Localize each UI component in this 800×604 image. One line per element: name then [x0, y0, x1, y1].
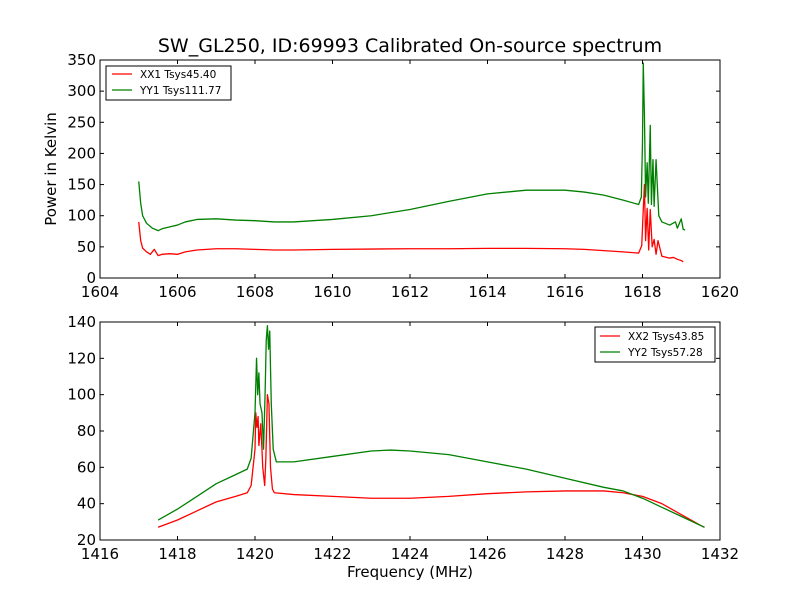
legend-label-yy1: YY1 Tsys111.77	[139, 85, 221, 97]
bottom-x-tick-label: 1426	[468, 545, 506, 563]
top-y-axis-label: Power in Kelvin	[42, 112, 60, 226]
bottom-y-tick-label: 120	[67, 349, 96, 367]
top-legend-box	[105, 65, 232, 101]
bottom-legend: XX2 Tsys43.85 YY2 Tsys57.28	[594, 326, 716, 363]
top-y-tick-label: 250	[67, 113, 96, 131]
top-x-tick-label: 1606	[158, 283, 196, 301]
bottom-plot-frame	[99, 321, 721, 541]
top-plot-ticks: 1604 1606 1608 1610 1612 1614 1616 1618 1620 0 50 1…	[67, 51, 739, 301]
top-y-tick-label: 50	[77, 238, 96, 256]
top-x-tick-label: 1614	[468, 283, 506, 301]
bottom-x-tick-label: 1432	[701, 545, 739, 563]
series-line-xx2	[157, 394, 705, 528]
bottom-y-tick-label: 20	[77, 531, 96, 549]
top-x-tick-label: 1608	[236, 283, 274, 301]
legend-label-xx1: XX1 Tsys45.40	[140, 69, 216, 81]
top-x-tick-label: 1604	[81, 283, 119, 301]
top-y-tick-label: 150	[67, 176, 96, 194]
x-axis-label: Frequency (MHz)	[347, 563, 473, 581]
bottom-y-tick-label: 100	[67, 386, 96, 404]
top-x-tick-label: 1610	[313, 283, 351, 301]
bottom-x-tick-label: 1430	[623, 545, 661, 563]
top-x-tick-label: 1618	[623, 283, 661, 301]
top-plot-frame	[99, 59, 721, 279]
top-y-tick-label: 300	[67, 82, 96, 100]
bottom-y-tick-label: 40	[77, 495, 96, 513]
series-line-xx1	[138, 183, 684, 263]
bottom-x-tick-label: 1422	[313, 545, 351, 563]
top-plot-series	[138, 62, 686, 263]
top-y-tick-label: 100	[67, 207, 96, 225]
top-plot: 1604 1606 1608 1610 1612 1614 1616 1618 1620 0 50 1…	[42, 51, 739, 301]
top-y-tick-label: 350	[67, 51, 96, 69]
bottom-y-tick-label: 140	[67, 313, 96, 331]
legend-label-xx2: XX2 Tsys43.85	[628, 331, 704, 343]
bottom-plot-series	[157, 324, 705, 528]
bottom-y-tick-label: 80	[77, 422, 96, 440]
bottom-x-tick-label: 1416	[81, 545, 119, 563]
series-line-yy2	[157, 324, 705, 528]
top-legend: XX1 Tsys45.40 YY1 Tsys111.77	[105, 65, 232, 101]
bottom-x-tick-label: 1428	[546, 545, 584, 563]
bottom-y-tick-label: 60	[77, 458, 96, 476]
top-y-tick-label: 200	[67, 144, 96, 162]
top-x-tick-label: 1612	[391, 283, 429, 301]
bottom-x-tick-label: 1418	[158, 545, 196, 563]
legend-label-yy2: YY2 Tsys57.28	[627, 347, 703, 359]
bottom-x-tick-label: 1420	[236, 545, 274, 563]
top-y-tick-label: 0	[86, 269, 96, 287]
chart-title: SW_GL250, ID:69993 Calibrated On-source …	[158, 35, 662, 57]
bottom-plot-ticks: 1416 1418 1420 1422 1424 1426 1428 1430 1432 20 40…	[67, 313, 739, 563]
top-x-tick-label: 1620	[701, 283, 739, 301]
top-x-tick-label: 1616	[546, 283, 584, 301]
bottom-plot: 1416 1418 1420 1422 1424 1426 1428 1430 1432 20 40…	[67, 313, 739, 581]
bottom-legend-box	[594, 326, 716, 363]
series-line-yy1	[138, 62, 686, 232]
bottom-x-tick-label: 1424	[391, 545, 429, 563]
